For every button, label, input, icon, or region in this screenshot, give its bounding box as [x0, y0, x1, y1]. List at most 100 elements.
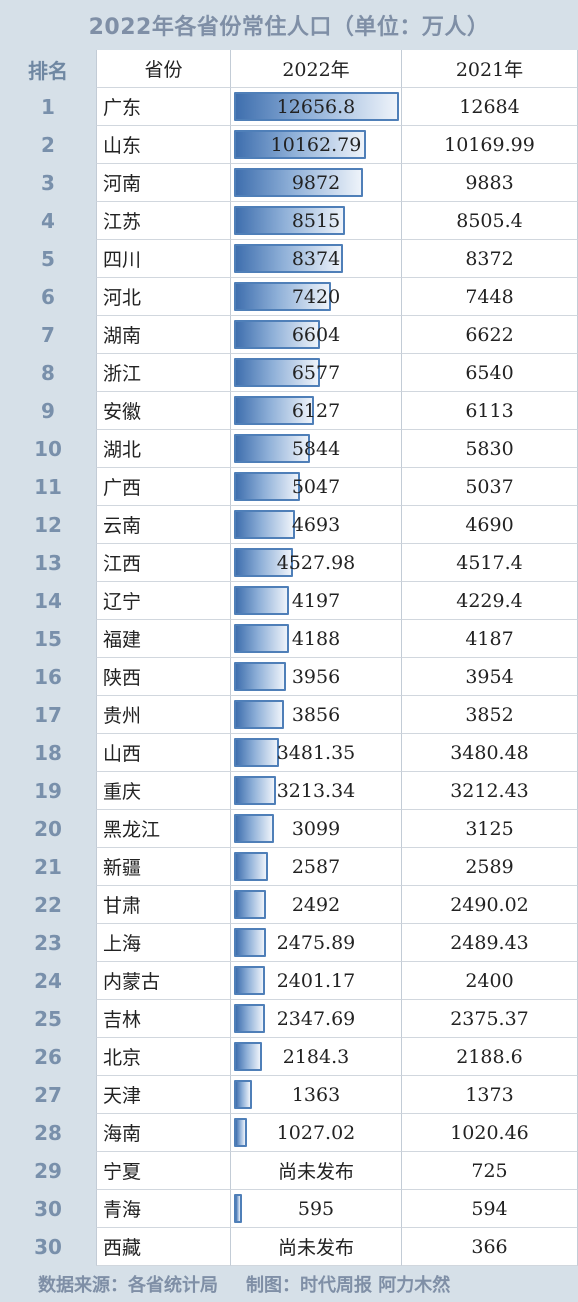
population-2022-cell: 10162.79	[231, 126, 402, 164]
population-2022-value: 5047	[291, 475, 341, 498]
data-bar	[234, 92, 399, 121]
province-cell: 辽宁	[96, 582, 231, 620]
rank-cell: 3	[41, 171, 55, 195]
population-2021-cell: 3852	[402, 696, 578, 734]
data-bar	[234, 510, 296, 539]
data-bar	[234, 814, 275, 843]
population-table: 排名 省份 2022年 2021年 1 广东 12656.8 12684 2 山东 1016…	[0, 50, 578, 1266]
population-2022-cell: 2587	[231, 848, 402, 886]
province-cell: 黑龙江	[96, 810, 231, 848]
population-2021-cell: 3480.48	[402, 734, 578, 772]
table-body: 1 广东 12656.8 12684 2 山东 10162.79 10169.99 3 河南 987…	[0, 88, 578, 1266]
table-title: 2022年各省份常住人口（单位：万人）	[88, 15, 490, 40]
population-2022-value: 1363	[291, 1083, 341, 1106]
rank-cell: 18	[34, 741, 62, 765]
province-cell: 四川	[96, 240, 231, 278]
province-cell: 贵州	[96, 696, 231, 734]
rank-cell: 13	[34, 551, 62, 575]
made-by: 制图：时代周报 阿力木然	[246, 1275, 451, 1296]
table-row: 24 内蒙古 2401.17 2400	[0, 962, 578, 1000]
header-2022: 2022年	[231, 50, 402, 88]
data-bar	[234, 396, 314, 425]
rank-cell: 22	[34, 893, 62, 917]
population-2021-cell: 2490.02	[402, 886, 578, 924]
table-row: 22 甘肃 2492 2490.02	[0, 886, 578, 924]
province-cell: 天津	[96, 1076, 231, 1114]
population-2022-value: 2492	[291, 893, 341, 916]
population-2021-cell: 2188.6	[402, 1038, 578, 1076]
data-bar	[234, 472, 300, 501]
population-2022-value: 7420	[291, 285, 341, 308]
table-row: 13 江西 4527.98 4517.4	[0, 544, 578, 582]
population-2022-cell: 6604	[231, 316, 402, 354]
population-2021-cell: 4690	[402, 506, 578, 544]
population-2022-value: 8374	[291, 247, 341, 270]
header-2021: 2021年	[402, 50, 578, 88]
table-row: 25 吉林 2347.69 2375.37	[0, 1000, 578, 1038]
data-bar	[234, 586, 289, 615]
population-2021-cell: 4187	[402, 620, 578, 658]
province-cell: 山东	[96, 126, 231, 164]
data-bar	[234, 358, 320, 387]
province-cell: 西藏	[96, 1228, 231, 1266]
population-2022-cell: 2475.89	[231, 924, 402, 962]
province-cell: 河南	[96, 164, 231, 202]
province-cell: 湖南	[96, 316, 231, 354]
population-2021-cell: 1020.46	[402, 1114, 578, 1152]
population-2022-cell: 5844	[231, 430, 402, 468]
province-cell: 河北	[96, 278, 231, 316]
data-bar	[234, 662, 286, 691]
table-row: 17 贵州 3856 3852	[0, 696, 578, 734]
data-bar	[234, 738, 280, 767]
rank-cell: 10	[34, 437, 62, 461]
province-cell: 上海	[96, 924, 231, 962]
population-2021-cell: 10169.99	[402, 126, 578, 164]
rank-cell: 24	[34, 969, 62, 993]
population-2022-value: 4188	[291, 627, 341, 650]
table-row: 14 辽宁 4197 4229.4	[0, 582, 578, 620]
table-row: 7 湖南 6604 6622	[0, 316, 578, 354]
population-2022-cell: 3956	[231, 658, 402, 696]
province-cell: 陕西	[96, 658, 231, 696]
table-row: 8 浙江 6577 6540	[0, 354, 578, 392]
footer: 数据来源：各省统计局 制图：时代周报 阿力木然	[0, 1266, 578, 1302]
population-2021-cell: 5830	[402, 430, 578, 468]
population-2022-cell: 6127	[231, 392, 402, 430]
data-bar	[234, 1194, 242, 1223]
province-cell: 安徽	[96, 392, 231, 430]
population-2022-value: 尚未发布	[277, 1161, 354, 1183]
population-2022-value: 2401.17	[276, 969, 356, 992]
population-2022-cell: 尚未发布	[231, 1228, 402, 1266]
table-row: 30 青海 595 594	[0, 1190, 578, 1228]
population-2022-cell: 4693	[231, 506, 402, 544]
data-bar	[234, 1004, 265, 1033]
header-rank: 排名	[28, 58, 68, 83]
population-2022-cell: 1027.02	[231, 1114, 402, 1152]
province-cell: 浙江	[96, 354, 231, 392]
table-row: 10 湖北 5844 5830	[0, 430, 578, 468]
rank-cell: 14	[34, 589, 62, 613]
province-cell: 江西	[96, 544, 231, 582]
population-2022-cell: 12656.8	[231, 88, 402, 126]
population-2021-cell: 725	[402, 1152, 578, 1190]
rank-cell: 8	[41, 361, 55, 385]
table-row: 28 海南 1027.02 1020.46	[0, 1114, 578, 1152]
population-2022-cell: 2184.3	[231, 1038, 402, 1076]
table-row: 1 广东 12656.8 12684	[0, 88, 578, 126]
rank-cell: 28	[34, 1121, 62, 1145]
population-2021-cell: 1373	[402, 1076, 578, 1114]
population-2022-value: 3099	[291, 817, 341, 840]
population-2021-cell: 6540	[402, 354, 578, 392]
data-bar	[234, 130, 367, 159]
population-2022-value: 3956	[291, 665, 341, 688]
rank-cell: 17	[34, 703, 62, 727]
rank-cell: 20	[34, 817, 62, 841]
population-2022-value: 12656.8	[276, 95, 356, 118]
data-bar	[234, 434, 311, 463]
population-2022-value: 2475.89	[276, 931, 356, 954]
population-2021-cell: 3954	[402, 658, 578, 696]
population-2022-cell: 8374	[231, 240, 402, 278]
data-bar	[234, 168, 363, 197]
rank-cell: 30	[34, 1235, 62, 1259]
province-cell: 北京	[96, 1038, 231, 1076]
